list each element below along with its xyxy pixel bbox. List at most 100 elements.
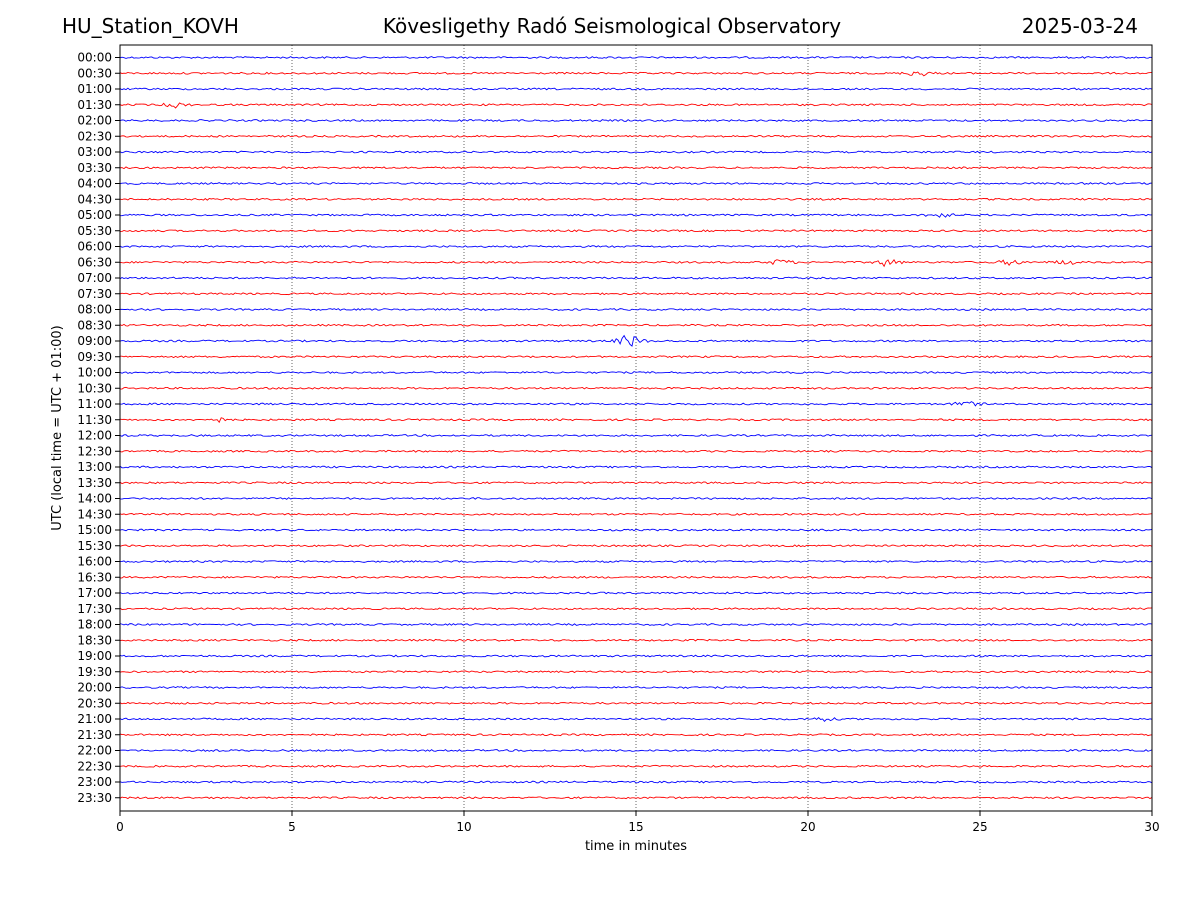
trace-16:00 <box>119 560 1153 563</box>
y-tick-label-23:00: 23:00 <box>77 775 112 789</box>
trace-09:00 <box>119 334 1153 347</box>
trace-11:00 <box>119 401 1153 407</box>
y-tick-label-20:30: 20:30 <box>77 696 112 710</box>
y-tick-label-15:30: 15:30 <box>77 539 112 553</box>
y-tick-label-10:00: 10:00 <box>77 366 112 380</box>
trace-18:30 <box>119 638 1153 642</box>
y-tick-label-23:30: 23:30 <box>77 791 112 805</box>
y-tick-label-00:30: 00:30 <box>77 66 112 80</box>
y-tick-label-19:30: 19:30 <box>77 665 112 679</box>
trace-14:30 <box>119 512 1153 516</box>
y-tick-label-14:30: 14:30 <box>77 507 112 521</box>
trace-12:30 <box>119 449 1153 453</box>
grid-lines <box>291 45 981 811</box>
y-tick-label-11:30: 11:30 <box>77 413 112 427</box>
y-tick-label-13:00: 13:00 <box>77 460 112 474</box>
trace-16:30 <box>119 575 1153 579</box>
y-tick-label-22:00: 22:00 <box>77 744 112 758</box>
trace-19:00 <box>119 654 1153 658</box>
y-tick-label-09:00: 09:00 <box>77 334 112 348</box>
trace-20:00 <box>119 686 1153 689</box>
trace-19:30 <box>119 670 1153 674</box>
y-tick-label-10:30: 10:30 <box>77 381 112 395</box>
trace-03:30 <box>119 166 1153 170</box>
trace-00:00 <box>119 56 1153 59</box>
trace-01:30 <box>119 102 1153 109</box>
y-tick-label-08:30: 08:30 <box>77 318 112 332</box>
y-tick-label-08:00: 08:00 <box>77 303 112 317</box>
trace-08:00 <box>119 308 1153 311</box>
trace-00:30 <box>119 71 1153 77</box>
trace-15:00 <box>119 528 1153 532</box>
trace-09:30 <box>119 355 1153 359</box>
y-tick-label-18:30: 18:30 <box>77 633 112 647</box>
y-tick-label-02:00: 02:00 <box>77 114 112 128</box>
y-tick-label-06:00: 06:00 <box>77 240 112 254</box>
date-title: 2025-03-24 <box>1021 14 1138 38</box>
y-tick-label-06:30: 06:30 <box>77 255 112 269</box>
trace-06:30 <box>119 259 1153 268</box>
trace-05:00 <box>119 212 1153 218</box>
trace-02:30 <box>119 134 1153 138</box>
x-tick-label-10: 10 <box>456 820 471 834</box>
y-tick-label-17:30: 17:30 <box>77 602 112 616</box>
y-tick-label-05:00: 05:00 <box>77 208 112 222</box>
trace-10:00 <box>119 371 1153 374</box>
y-tick-label-18:00: 18:00 <box>77 618 112 632</box>
y-tick-label-13:30: 13:30 <box>77 476 112 490</box>
y-tick-label-03:30: 03:30 <box>77 161 112 175</box>
y-tick-label-00:00: 00:00 <box>77 51 112 65</box>
trace-12:00 <box>119 434 1153 437</box>
trace-group <box>119 56 1153 800</box>
y-tick-label-21:30: 21:30 <box>77 728 112 742</box>
x-axis-label: time in minutes <box>585 839 687 854</box>
trace-21:00 <box>119 717 1153 723</box>
trace-04:30 <box>119 197 1153 201</box>
trace-17:00 <box>119 591 1153 595</box>
y-tick-label-12:30: 12:30 <box>77 444 112 458</box>
y-tick-label-01:00: 01:00 <box>77 82 112 96</box>
y-tick-label-05:30: 05:30 <box>77 224 112 238</box>
trace-13:30 <box>119 481 1153 485</box>
x-tick-label-15: 15 <box>628 820 643 834</box>
trace-22:30 <box>119 764 1153 768</box>
trace-15:30 <box>119 544 1153 548</box>
x-axis: 0 5 10 15 20 25 30 <box>116 811 1160 834</box>
y-axis-label: UTC (local time = UTC + 01:00) <box>50 325 65 530</box>
y-tick-label-07:00: 07:00 <box>77 271 112 285</box>
trace-01:00 <box>119 87 1153 91</box>
trace-18:00 <box>119 623 1153 626</box>
trace-03:00 <box>119 150 1153 154</box>
x-tick-label-20: 20 <box>800 820 815 834</box>
y-tick-label-09:30: 09:30 <box>77 350 112 364</box>
trace-06:00 <box>119 245 1153 248</box>
trace-14:00 <box>119 497 1153 500</box>
y-tick-label-19:00: 19:00 <box>77 649 112 663</box>
y-tick-label-22:30: 22:30 <box>77 759 112 773</box>
y-tick-label-01:30: 01:30 <box>77 98 112 112</box>
trace-23:00 <box>119 780 1153 784</box>
trace-22:00 <box>119 749 1153 752</box>
trace-11:30 <box>119 417 1153 424</box>
trace-04:00 <box>119 182 1153 185</box>
y-tick-label-04:00: 04:00 <box>77 177 112 191</box>
trace-13:00 <box>119 465 1153 469</box>
trace-20:30 <box>119 701 1153 705</box>
trace-07:00 <box>119 276 1153 280</box>
trace-10:30 <box>119 386 1153 390</box>
x-tick-label-30: 30 <box>1144 820 1159 834</box>
trace-17:30 <box>119 607 1153 611</box>
y-tick-label-14:00: 14:00 <box>77 492 112 506</box>
trace-21:30 <box>119 733 1153 737</box>
y-tick-label-16:00: 16:00 <box>77 555 112 569</box>
y-tick-label-11:00: 11:00 <box>77 397 112 411</box>
trace-23:30 <box>119 796 1153 800</box>
y-tick-label-03:00: 03:00 <box>77 145 112 159</box>
trace-02:00 <box>119 119 1153 122</box>
trace-08:30 <box>119 323 1153 327</box>
y-tick-label-04:30: 04:30 <box>77 192 112 206</box>
y-tick-label-21:00: 21:00 <box>77 712 112 726</box>
y-tick-label-12:00: 12:00 <box>77 429 112 443</box>
